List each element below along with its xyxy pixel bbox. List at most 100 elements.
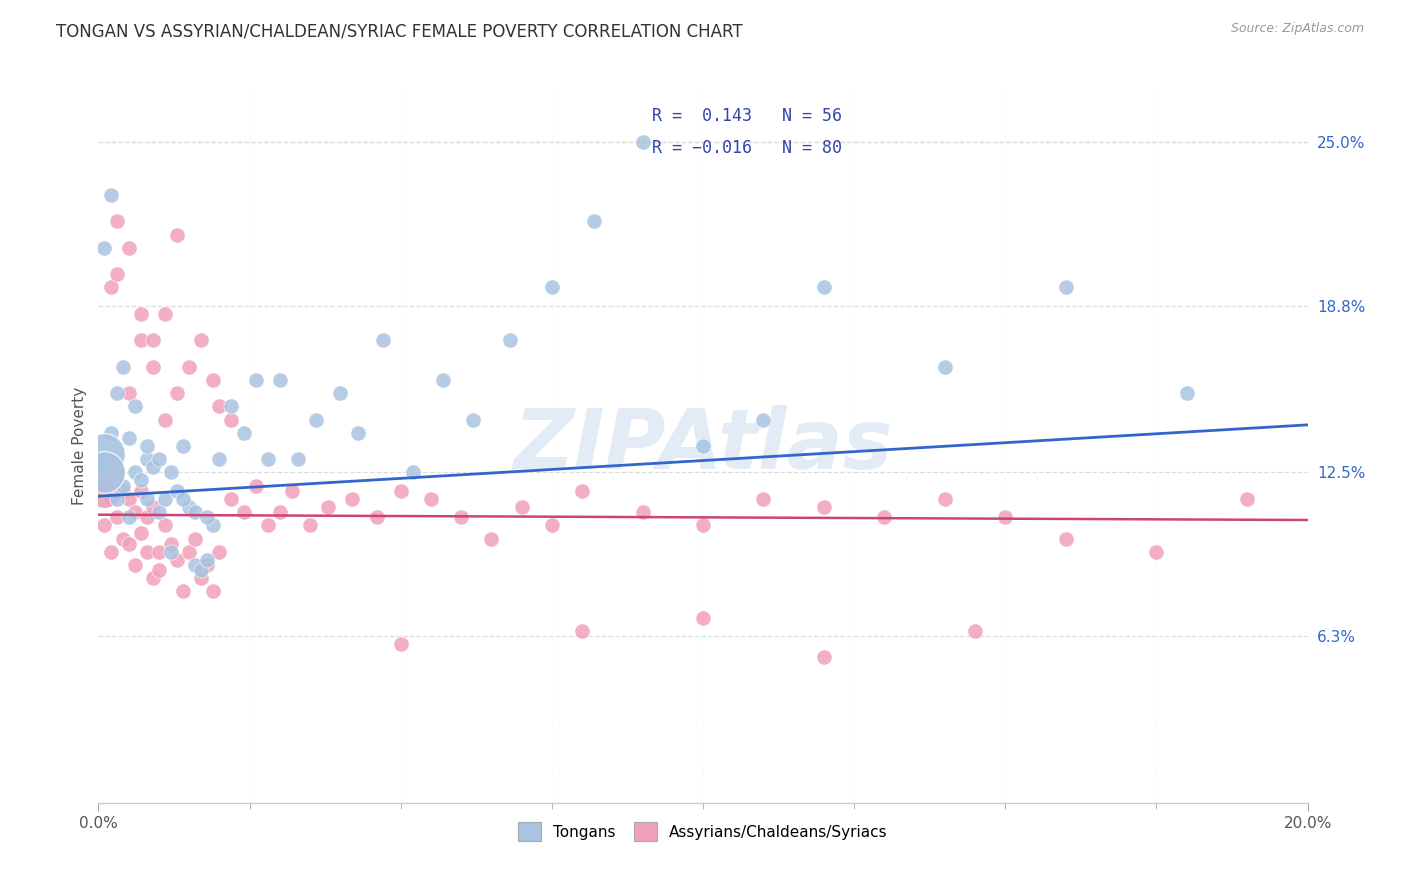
Point [142,500,165,514]
Point [148,545,170,559]
Point [208,452,231,467]
Point [100,188,122,202]
Point [184,532,207,546]
Point [190,563,212,577]
Point [813,500,835,514]
Point [1144,545,1167,559]
Point [389,637,412,651]
Point [813,650,835,665]
Point [195,558,218,572]
Point [510,500,533,514]
Y-axis label: Female Poverty: Female Poverty [72,387,87,505]
Point [498,333,520,347]
Point [752,491,775,506]
Point [118,510,141,524]
Point [190,333,212,347]
Point [450,510,472,524]
Point [148,563,170,577]
Point [540,280,562,294]
Point [232,425,254,440]
Point [305,412,328,426]
Point [347,425,370,440]
Point [166,227,188,242]
Point [111,478,134,492]
Point [142,460,165,475]
Point [111,532,134,546]
Point [166,386,188,401]
Point [153,412,176,426]
Point [105,491,128,506]
Point [195,510,218,524]
Point [420,491,443,506]
Point [153,518,176,533]
Point [172,491,194,506]
Point [1175,386,1198,401]
Point [135,545,157,559]
Point [1236,491,1258,506]
Point [179,545,201,559]
Point [269,505,291,519]
Point [100,545,122,559]
Point [142,359,165,374]
Point [153,491,176,506]
Point [202,518,225,533]
Point [342,491,364,506]
Point [583,214,606,228]
Point [129,483,152,498]
Point [93,478,115,492]
Point [172,439,194,453]
Point [371,333,394,347]
Point [135,491,157,506]
Point [245,373,267,387]
Point [221,491,243,506]
Point [160,545,183,559]
Point [93,518,115,533]
Point [118,537,141,551]
Point [965,624,987,638]
Point [93,458,115,472]
Point [93,447,115,461]
Point [105,466,128,480]
Legend: Tongans, Assyrians/Chaldeans/Syriacs: Tongans, Assyrians/Chaldeans/Syriacs [510,814,896,848]
Point [299,518,322,533]
Point [105,510,128,524]
Point [571,483,593,498]
Text: TONGAN VS ASSYRIAN/CHALDEAN/SYRIAC FEMALE POVERTY CORRELATION CHART: TONGAN VS ASSYRIAN/CHALDEAN/SYRIAC FEMAL… [56,22,742,40]
Point [631,505,654,519]
Point [571,624,593,638]
Point [105,386,128,401]
Point [481,532,503,546]
Point [100,491,122,506]
Point [93,241,115,255]
Point [934,491,956,506]
Point [287,452,309,467]
Point [269,373,291,387]
Point [202,373,225,387]
Point [105,267,128,281]
Point [190,571,212,585]
Point [1054,280,1077,294]
Point [166,483,188,498]
Point [256,452,278,467]
Point [184,505,207,519]
Text: R =  0.143   N = 56: R = 0.143 N = 56 [652,107,842,125]
Point [129,526,152,541]
Point [208,545,231,559]
Point [208,400,231,414]
Point [389,483,412,498]
Point [221,412,243,426]
Point [329,386,352,401]
Point [118,431,141,445]
Point [124,558,146,572]
Point [692,518,714,533]
Point [100,280,122,294]
Text: Source: ZipAtlas.com: Source: ZipAtlas.com [1230,22,1364,36]
Point [93,466,115,480]
Point [752,412,775,426]
Point [195,552,218,566]
Point [105,214,128,228]
Point [1054,532,1077,546]
Point [129,474,152,488]
Point [692,439,714,453]
Point [245,478,267,492]
